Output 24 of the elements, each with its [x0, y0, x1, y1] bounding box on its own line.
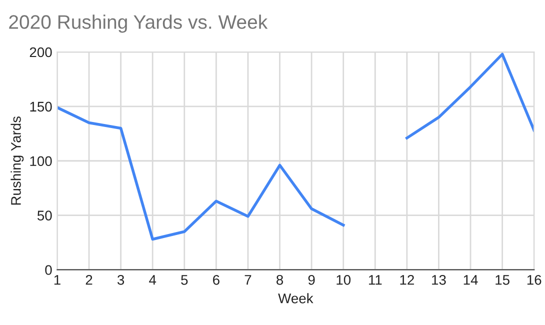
y-tick-label: 100 [30, 156, 52, 166]
x-tick-label: 4 [149, 275, 156, 285]
x-tick-label: 8 [276, 274, 284, 285]
x-tick-label: 12 [400, 274, 414, 285]
x-tick-label: 9 [308, 274, 315, 285]
chart-title: 2020 Rushing Yards vs. Week [9, 14, 268, 33]
x-tick-label: 16 [527, 274, 542, 285]
x-tick-label: 7 [244, 275, 252, 285]
x-tick-label: 11 [368, 275, 382, 285]
x-tick-label: 2 [86, 274, 92, 285]
x-tick-label: 14 [464, 275, 478, 285]
x-axis-title: Week [278, 293, 314, 304]
x-tick-label: 1 [54, 275, 60, 285]
x-tick-label: 13 [432, 274, 446, 285]
x-tick-label: 15 [496, 275, 510, 285]
y-tick-label: 50 [37, 210, 52, 220]
x-tick-label: 6 [213, 274, 220, 285]
x-tick-label: 5 [181, 275, 188, 285]
y-tick-label: 0 [45, 265, 52, 275]
y-tick-label: 150 [30, 102, 52, 112]
x-tick-label: 10 [336, 274, 351, 285]
x-tick-label: 3 [117, 274, 124, 285]
y-axis-title: Rushing Yards [10, 116, 24, 205]
y-tick-label: 200 [30, 47, 52, 58]
